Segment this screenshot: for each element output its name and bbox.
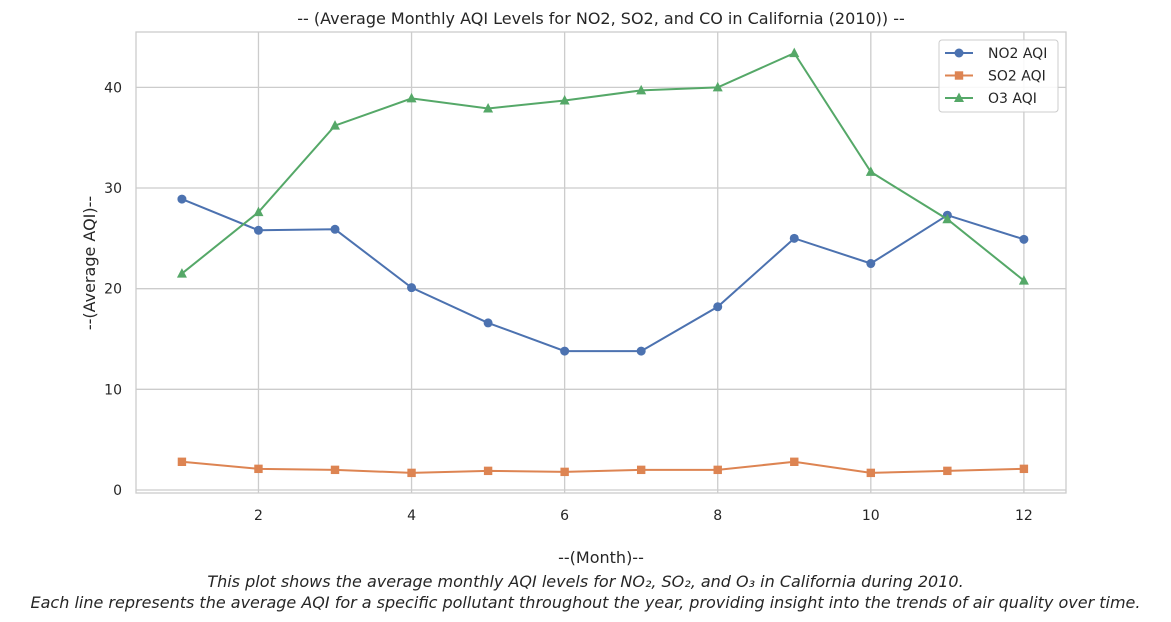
legend-item: NO2 AQI — [945, 46, 1047, 62]
legend-marker — [954, 71, 964, 80]
legend-marker — [954, 48, 964, 58]
data-point — [1019, 464, 1029, 474]
y-tick-label: 0 — [113, 483, 122, 499]
legend-item: SO2 AQI — [945, 69, 1046, 85]
series-line-no2-aqi — [181, 198, 1025, 353]
x-tick-label: 10 — [862, 508, 880, 524]
data-point — [866, 468, 876, 478]
data-point — [254, 464, 263, 474]
y-axis-label: --(Average AQI)-- — [80, 196, 99, 330]
data-point — [789, 47, 800, 58]
data-point — [483, 318, 493, 328]
x-tick-label: 12 — [1015, 508, 1033, 524]
data-point — [636, 465, 646, 475]
x-tick-label: 4 — [407, 508, 416, 524]
caption-line-1: This plot shows the average monthly AQI … — [207, 572, 964, 591]
y-axis-ticks: 0 10 20 30 40 — [104, 80, 122, 499]
y-tick-label: 10 — [104, 382, 122, 398]
grid — [136, 32, 1066, 493]
x-tick-label: 2 — [254, 508, 263, 524]
series-group — [176, 47, 1029, 478]
data-point — [253, 225, 263, 235]
chart-title: -- (Average Monthly AQI Levels for NO2, … — [297, 9, 904, 28]
legend-label: SO2 AQI — [988, 69, 1046, 85]
data-point — [330, 465, 340, 475]
y-tick-label: 20 — [104, 282, 122, 298]
data-point — [1019, 234, 1029, 244]
series-no2-aqi — [177, 194, 1029, 356]
data-point — [636, 346, 646, 356]
x-axis-ticks: 2 4 6 8 10 12 — [254, 508, 1033, 524]
legend-box — [938, 39, 1059, 113]
data-point — [636, 84, 647, 95]
data-point — [560, 346, 570, 356]
series-line-so2-aqi — [181, 460, 1024, 474]
data-point — [560, 467, 569, 477]
data-point — [330, 120, 341, 130]
data-point — [713, 302, 723, 312]
y-tick-label: 40 — [104, 80, 122, 96]
data-point — [713, 465, 722, 475]
data-point — [559, 94, 570, 105]
data-point — [407, 283, 417, 293]
series-line-o3-aqi — [181, 51, 1025, 282]
data-point — [865, 166, 876, 176]
caption-line-2: Each line represents the average AQI for… — [30, 593, 1141, 612]
legend-marker — [954, 92, 964, 102]
y-tick-label: 30 — [104, 181, 122, 197]
data-point — [790, 457, 799, 466]
data-point — [712, 81, 723, 92]
series-o3-aqi — [176, 47, 1029, 285]
x-axis-label: --(Month)-- — [558, 548, 644, 567]
data-point — [942, 213, 953, 224]
line-chart: -- (Average Monthly AQI Levels for NO2, … — [80, 9, 1067, 567]
data-point — [407, 468, 416, 478]
legend-item: O3 AQI — [945, 91, 1037, 107]
data-point — [253, 206, 264, 217]
data-point — [177, 457, 187, 466]
data-point — [177, 194, 187, 204]
data-point — [406, 92, 417, 103]
data-point — [1018, 275, 1029, 285]
data-point — [176, 268, 187, 278]
data-point — [483, 102, 494, 113]
data-point — [943, 466, 952, 476]
data-point — [330, 224, 340, 234]
plot-frame — [135, 31, 1067, 494]
series-so2-aqi — [177, 457, 1029, 478]
legend: NO2 AQI SO2 AQI O3 AQI — [938, 39, 1059, 113]
x-tick-label: 8 — [713, 508, 722, 524]
data-point — [789, 233, 799, 243]
data-point — [483, 466, 493, 476]
legend-label: NO2 AQI — [988, 46, 1047, 62]
x-tick-label: 6 — [560, 508, 569, 524]
legend-label: O3 AQI — [988, 91, 1037, 107]
data-point — [866, 259, 876, 269]
